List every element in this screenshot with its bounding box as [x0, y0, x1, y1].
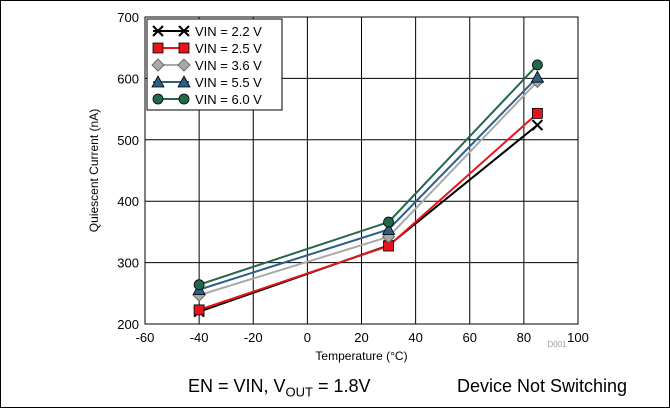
x-tick-label: -40: [190, 330, 209, 345]
legend-label: VIN = 3.6 V: [195, 58, 262, 73]
legend-label: VIN = 5.5 V: [195, 75, 262, 90]
x-tick-label: 80: [517, 330, 531, 345]
legend-marker: [152, 25, 164, 37]
data-point: [193, 279, 205, 291]
legend-marker: [151, 58, 165, 72]
y-axis-label: Quiescent Current (nA): [87, 109, 101, 232]
y-tick-label: 700: [117, 10, 139, 25]
data-point: [532, 59, 543, 71]
legend-label: VIN = 2.2 V: [195, 24, 262, 39]
data-point: [532, 107, 543, 119]
data-point: [530, 70, 545, 83]
y-tick-label: 600: [117, 71, 139, 86]
legend-marker: [152, 93, 164, 105]
y-tick-label: 400: [117, 194, 139, 209]
legend-entry: VIN = 6.0 V: [152, 92, 262, 107]
marker-stroke: [178, 25, 190, 37]
x-tick-label: -20: [244, 330, 263, 345]
legend-entry: VIN = 3.6 V: [151, 58, 262, 73]
y-tick-label: 300: [117, 256, 139, 271]
plot-area-border: [144, 16, 579, 325]
legend-marker: [178, 42, 190, 54]
legend-label: VIN = 2.5 V: [195, 41, 262, 56]
legend-entry: VIN = 5.5 V: [151, 75, 262, 90]
legend-marker: [178, 93, 190, 105]
conditions-caption-sub: OUT: [285, 384, 313, 400]
legend-entry: VIN = 2.5 V: [152, 41, 262, 56]
marker-stroke: [152, 25, 164, 37]
legend-marker: [177, 75, 191, 88]
conditions-caption: EN = VIN, VOUT = 1.8V: [188, 376, 371, 400]
figure-code-label: D001: [547, 340, 567, 349]
data-point: [531, 119, 544, 131]
data-point: [193, 304, 205, 316]
x-tick-label: 20: [354, 330, 368, 345]
legend-marker: [178, 25, 190, 37]
legend-marker: [152, 42, 164, 54]
y-tick-label: 500: [117, 133, 139, 148]
marker-stroke: [531, 119, 544, 131]
x-tick-label: 60: [463, 330, 477, 345]
x-axis-label: Temperature (°C): [315, 349, 407, 363]
series-2: [193, 107, 543, 316]
x-tick-label: 100: [567, 330, 589, 345]
data-point: [383, 216, 394, 228]
legend-marker: [177, 58, 191, 72]
series-4: [192, 70, 545, 296]
conditions-caption-pre: EN = VIN, V: [188, 376, 286, 396]
y-tick-label: 200: [117, 317, 139, 332]
data-point: [381, 222, 396, 235]
series-5: [193, 59, 543, 291]
series-line: [198, 124, 539, 313]
legend-label: VIN = 6.0 V: [195, 92, 262, 107]
x-tick-label: -60: [136, 330, 155, 345]
conditions-caption-post: = 1.8V: [313, 376, 371, 396]
legend-entry: VIN = 2.2 V: [152, 24, 262, 39]
mode-caption: Device Not Switching: [457, 376, 628, 396]
legend-marker: [151, 75, 165, 88]
x-tick-label: 40: [408, 330, 422, 345]
x-tick-label: 0: [304, 330, 311, 345]
series-1: [193, 119, 544, 318]
